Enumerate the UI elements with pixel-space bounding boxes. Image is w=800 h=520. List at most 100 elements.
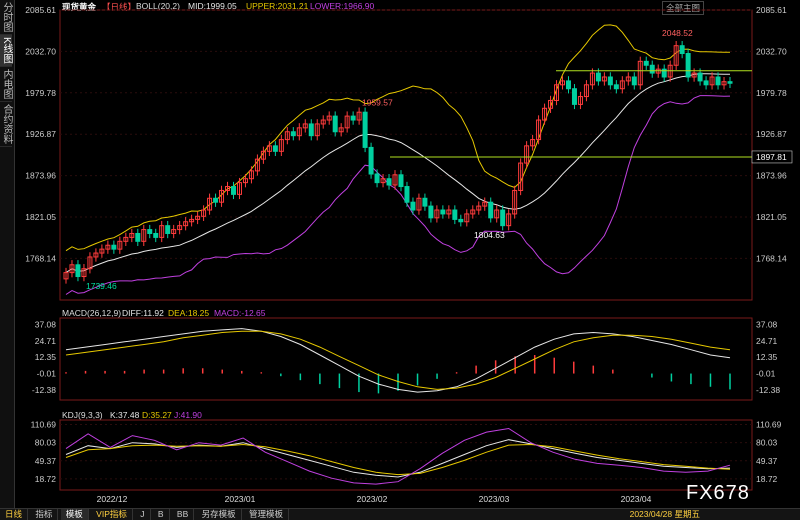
macd-tick-label-right: 24.71 (756, 336, 778, 346)
candle-body (721, 81, 727, 86)
macd-value: MACD:-12.65 (214, 308, 266, 318)
candle-body (81, 268, 87, 278)
macd-tick-label-left: -12.38 (32, 385, 56, 395)
candle-body (661, 68, 667, 78)
price-tick-label-right: 1926.87 (756, 129, 787, 139)
candle-body (613, 84, 619, 90)
candle-body (87, 256, 93, 270)
candle-body (637, 60, 643, 86)
candle-body (380, 178, 386, 184)
candle-body (93, 252, 99, 258)
macd-series-line (65, 330, 731, 390)
candle-body (715, 76, 721, 86)
candle-body (571, 88, 577, 105)
sidebar-tab-kline[interactable]: K线图 (0, 35, 12, 67)
macd-tick-label-right: 37.08 (756, 320, 778, 330)
hline-label-box (751, 150, 793, 164)
macd-tick-label-left: -0.01 (37, 369, 57, 379)
tab-bb[interactable]: BB (172, 509, 195, 520)
price-tick-label-right: 2085.61 (756, 5, 787, 15)
candle-body (236, 182, 242, 195)
tab-manage-template[interactable]: 管理模板 (244, 509, 290, 520)
price-tick-label-right: 1873.96 (756, 171, 787, 181)
price-tick-label-right: 1979.78 (756, 88, 787, 98)
candle-body (404, 186, 410, 203)
macd-tick-label-right: 12.35 (756, 352, 778, 362)
candle-body (314, 123, 320, 137)
kdj-tick-label-right: 110.69 (756, 420, 782, 430)
candle-body (625, 76, 631, 82)
tab-j[interactable]: J (135, 509, 151, 520)
candle-body (386, 178, 392, 186)
kdj-tick-label-left: 80.03 (35, 438, 57, 448)
candle-body (697, 72, 703, 82)
candle-body (619, 80, 625, 90)
price-annotation: 1739.46 (86, 281, 117, 291)
indicator-selector[interactable]: 全部主图 (662, 1, 705, 15)
candle-body (392, 174, 398, 186)
candle-body (69, 264, 75, 274)
candle-body (512, 189, 518, 215)
time-tick-label: 2023/03 (479, 494, 510, 504)
macd-tick-label-right: -12.38 (756, 385, 780, 395)
candle-body (135, 232, 141, 242)
kdj-tick-label-left: 110.69 (31, 420, 57, 430)
candle-body (631, 76, 637, 86)
candle-body (284, 131, 290, 141)
instrument-name: 现货黄金 (62, 2, 97, 12)
candle-body (362, 111, 368, 148)
time-tick-label: 2023/01 (225, 494, 256, 504)
macd-dea: DEA:18.25 (168, 308, 210, 318)
tab-indicators[interactable]: 指标 (30, 509, 59, 520)
period-label: 【日线】 (102, 2, 137, 12)
tab-template[interactable]: 模板 (60, 509, 89, 520)
candle-body (685, 53, 691, 78)
kdj-series-line (65, 443, 731, 476)
period-button[interactable]: 日线 (0, 509, 29, 520)
candle-body (727, 81, 733, 84)
macd-label: MACD(26,12,9) (62, 308, 122, 318)
candle-body (123, 236, 129, 242)
candle-body (649, 64, 655, 74)
candle-body (589, 72, 595, 86)
candle-body (679, 45, 685, 55)
price-tick-label-right: 2032.70 (756, 46, 787, 56)
candle-body (703, 80, 709, 86)
candle-body (416, 197, 422, 211)
panel-frame (59, 419, 753, 491)
candle-body (398, 174, 404, 188)
bottom-toolbar: 日线 指标 模板 VIP指标 J B BB 另存模板 管理模板 2023/04/… (0, 508, 800, 520)
candle-body (290, 131, 296, 137)
price-tick-label-right: 1821.05 (756, 212, 787, 222)
candle-body (607, 76, 613, 86)
panel-frame (59, 9, 753, 301)
boll-upper-line (65, 24, 731, 252)
candle-body (171, 229, 177, 234)
kdj-d: D:35.27 (142, 410, 172, 420)
candle-body (159, 225, 165, 238)
candle-body (458, 218, 464, 223)
price-tick-label-left: 2085.61 (25, 5, 56, 15)
candle-body (464, 213, 470, 223)
tab-save-template[interactable]: 另存模板 (197, 509, 242, 520)
chart-canvas[interactable]: 2085.61 2085.61 2032.70 2032.70 1979.78 1979.… (0, 0, 800, 508)
price-tick-label-left: 1926.87 (25, 129, 56, 139)
kdj-tick-label-left: 49.37 (35, 456, 57, 466)
candle-body (201, 209, 207, 217)
candle-body (428, 205, 434, 219)
macd-tick-label-left: 12.35 (35, 352, 57, 362)
macd-tick-label-right: -0.01 (756, 369, 776, 379)
sidebar-tab-indicators[interactable]: 内电图 (0, 67, 12, 102)
price-tick-label-left: 1979.78 (25, 88, 56, 98)
candle-body (422, 197, 428, 207)
candle-body (542, 107, 548, 121)
candle-body (577, 96, 583, 105)
tab-vip-indicators[interactable]: VIP指标 (91, 509, 133, 520)
tab-b[interactable]: B (153, 509, 170, 520)
candle-body (63, 272, 69, 280)
price-tick-label-left: 1768.14 (25, 253, 56, 263)
sidebar-tab-timeline[interactable]: 分时图 (0, 0, 12, 35)
candle-body (242, 178, 248, 184)
sidebar-tab-contract-info[interactable]: 合约资料 (0, 102, 12, 147)
candle-body (524, 145, 530, 164)
